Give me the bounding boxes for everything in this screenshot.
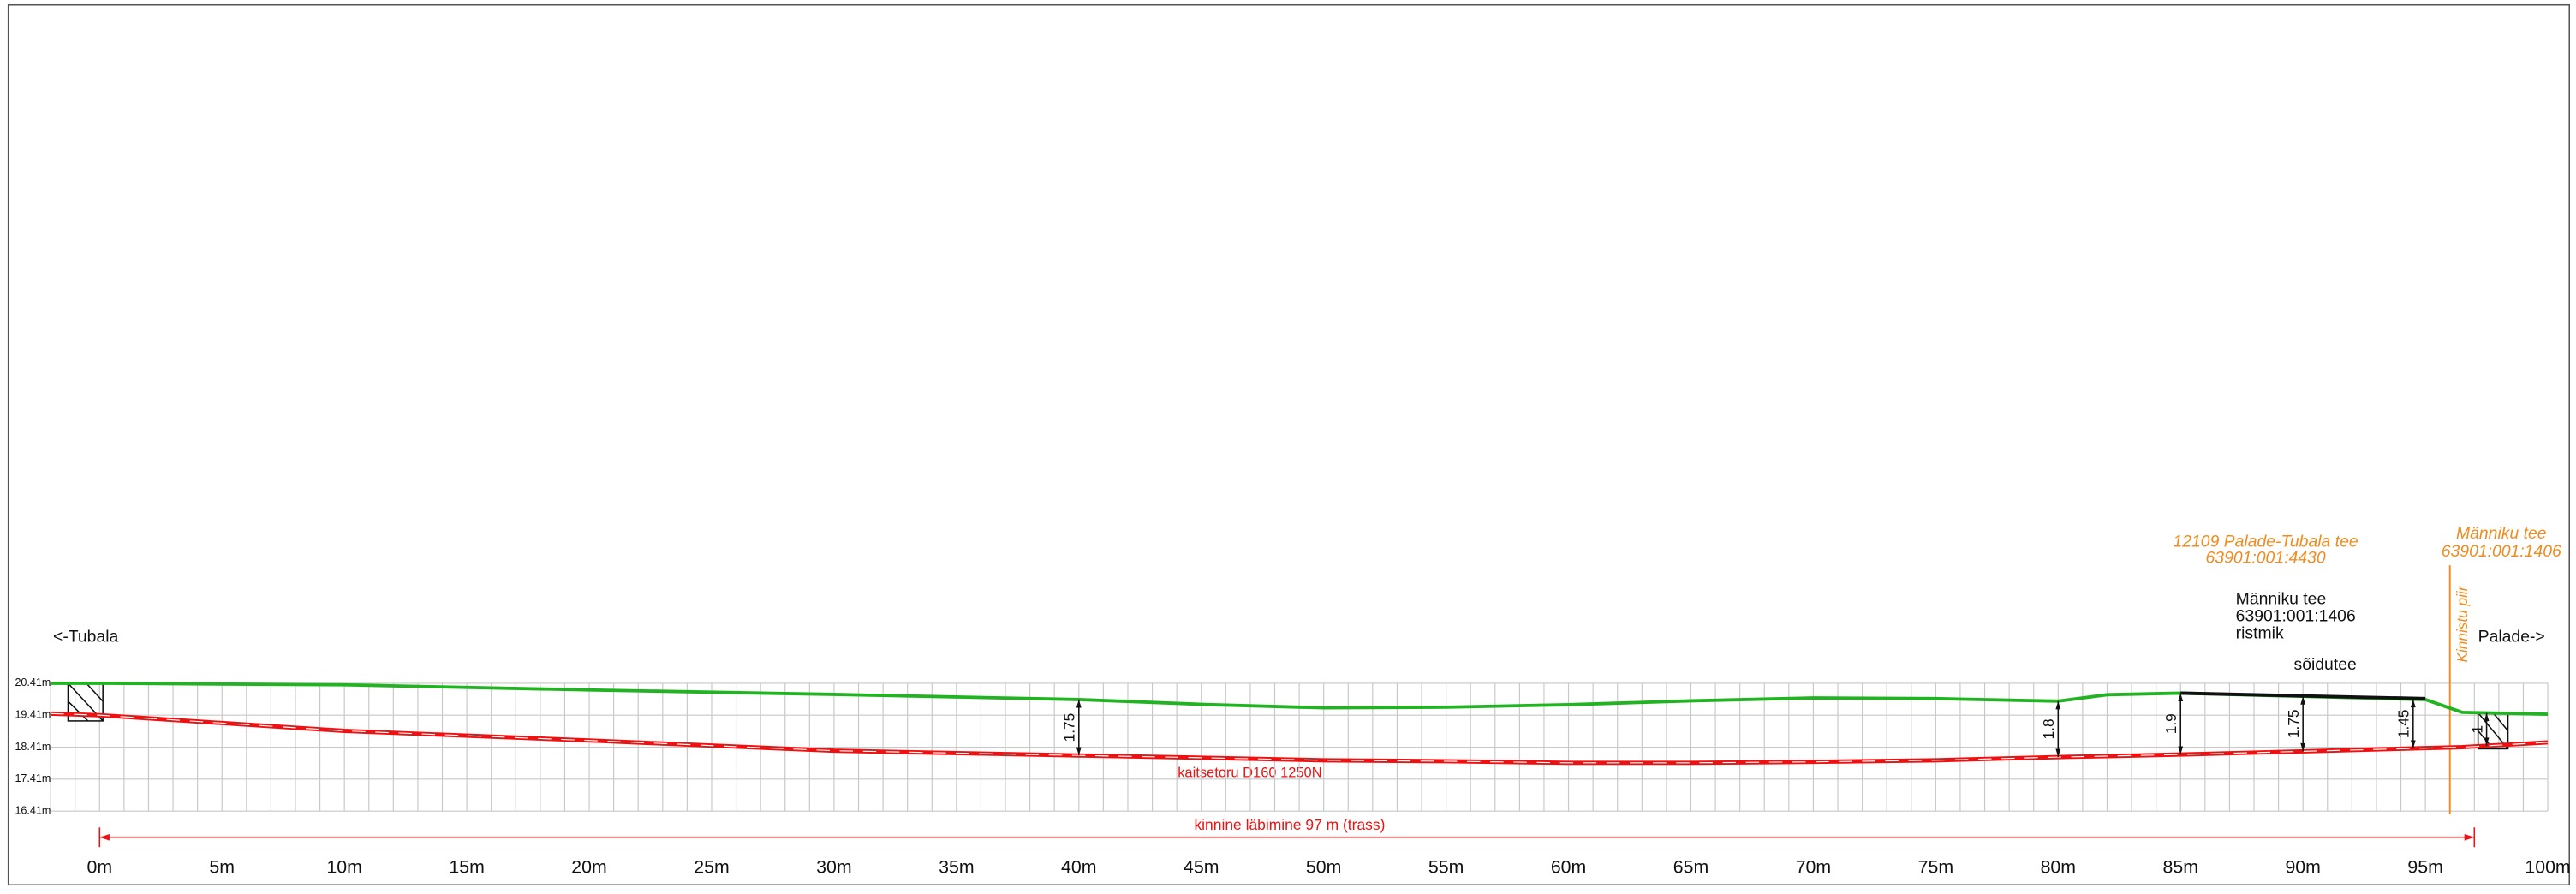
y-tick-label: 16.41m [15,805,51,817]
depth-label: 1 [2468,725,2485,734]
x-tick-label: 80m [2041,858,2076,878]
grid [50,682,2549,812]
crossing-label: Männiku tee [2236,590,2327,608]
pipe-centerline [51,712,2549,764]
y-tick-label: 17.41m [15,772,51,784]
road-line [2180,691,2426,700]
road-main-label: 12109 Palade-Tubala tee [2173,533,2358,551]
depth-label: 1.75 [2285,710,2302,739]
x-tick-label: 70m [1796,858,1831,878]
right-direction: Palade-> [2478,628,2545,646]
x-tick-label: 45m [1184,858,1219,878]
depth-label: 1.75 [1061,713,1078,742]
y-tick-label: 18.41m [15,741,51,753]
depth-label: 1.45 [2395,710,2412,739]
depth-label: 1.8 [2040,718,2057,739]
depth-arrow [2484,712,2490,746]
y-tick-label: 19.41m [15,709,51,721]
x-tick-label: 100m [2525,858,2570,878]
x-tick-label: 40m [1061,858,1096,878]
ground-line [51,681,2549,717]
x-tick-label: 5m [209,858,235,878]
x-tick-label: 25m [694,858,729,878]
x-tick-label: 15m [449,858,484,878]
x-tick-label: 65m [1673,858,1708,878]
left-direction: <-Tubala [53,628,119,646]
x-tick-label: 50m [1306,858,1341,878]
x-tick-label: 20m [571,858,606,878]
x-tick-label: 60m [1551,858,1586,878]
x-tick-label: 30m [816,858,851,878]
frame [7,3,2571,886]
y-tick-label: 20.41m [15,676,51,688]
x-tick-label: 35m [939,858,974,878]
crossing-label: ristmik [2236,625,2284,643]
x-tick-label: 10m [326,858,361,878]
road-surface-label: sõidutee [2294,656,2357,674]
road-side-label: Männiku tee [2456,525,2547,543]
road-main-label: 63901:001:4430 [2206,550,2326,568]
x-tick-label: 0m [86,858,112,878]
x-tick-label: 75m [1918,858,1953,878]
road-side-label: 63901:001:1406 [2442,543,2561,561]
x-tick-label: 90m [2285,858,2320,878]
dimension-label: kinnine läbimine 97 m (trass) [1194,816,1385,833]
depth-label: 1.9 [2162,713,2179,734]
x-tick-label: 85m [2163,858,2198,878]
x-tick-label: 95m [2407,858,2442,878]
crossing-label: 63901:001:1406 [2236,608,2356,626]
boundary-label: Kinnistu piir [2454,585,2471,662]
x-tick-label: 55m [1428,858,1464,878]
